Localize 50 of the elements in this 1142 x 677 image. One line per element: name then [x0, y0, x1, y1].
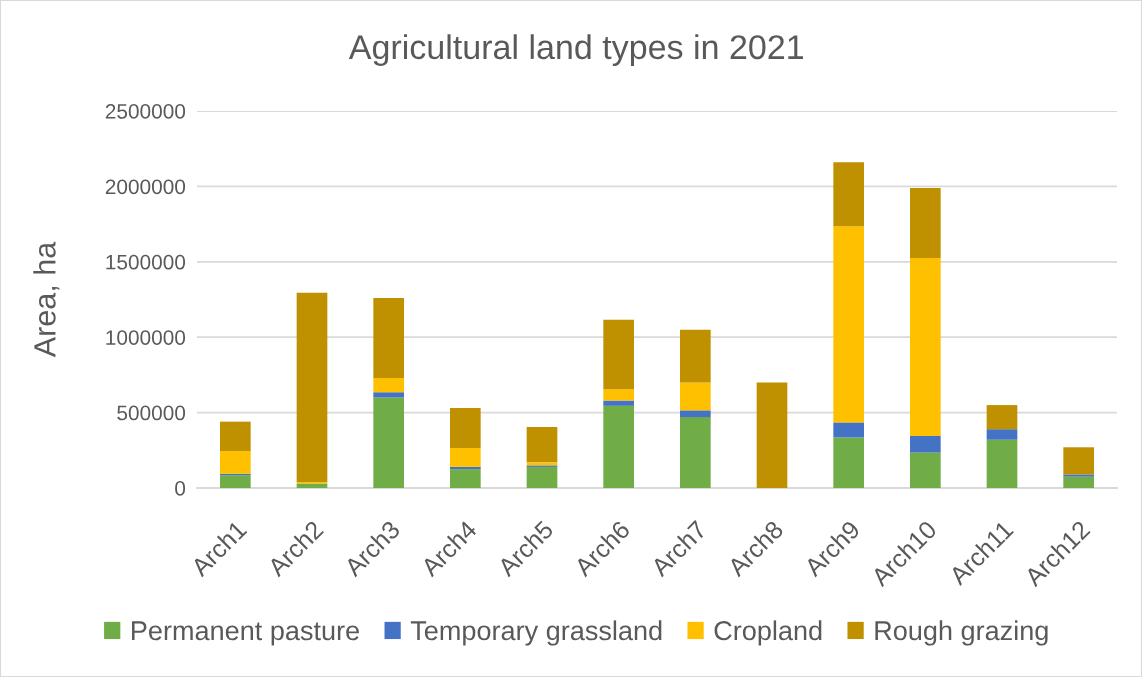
bar	[220, 475, 251, 488]
bar	[526, 466, 558, 488]
bar	[603, 405, 634, 488]
legend-label: Rough grazing	[875, 620, 1048, 646]
bar	[1063, 474, 1094, 477]
bar	[1063, 447, 1094, 475]
legend-label: Permanent pasture	[132, 621, 359, 646]
bar	[373, 297, 404, 378]
bar	[833, 422, 864, 438]
bar	[680, 382, 711, 411]
bar	[296, 483, 328, 488]
bar	[450, 408, 481, 449]
bar	[450, 469, 481, 488]
bar	[910, 435, 941, 453]
legend-label: Temporary grassland	[410, 620, 662, 646]
bar	[373, 397, 404, 488]
bar	[986, 405, 1018, 430]
y-tick-label: 500000	[117, 405, 186, 421]
y-tick-label: 2000000	[105, 179, 186, 195]
bar	[603, 400, 634, 406]
bar	[833, 226, 864, 423]
bar	[373, 392, 404, 398]
y-tick-label: 1000000	[106, 330, 186, 345]
y-axis-title: Area, ha	[33, 241, 60, 358]
bar	[833, 162, 864, 227]
bar	[680, 417, 711, 488]
bar	[910, 187, 941, 259]
y-tick-label: 1500000	[106, 254, 186, 270]
bar	[986, 429, 1018, 440]
bar	[296, 292, 328, 482]
bar	[756, 382, 788, 488]
bar	[450, 448, 481, 467]
bar	[986, 439, 1018, 488]
bar	[450, 466, 481, 470]
legend-label: Cropland	[714, 620, 822, 646]
bar	[220, 451, 251, 474]
bar	[910, 452, 941, 488]
bar	[220, 421, 251, 452]
y-tick-label: 0	[175, 481, 186, 496]
bar	[526, 426, 558, 463]
bar	[373, 377, 404, 393]
bar	[603, 389, 634, 401]
chart-title: Agricultural land types in 2021	[348, 34, 803, 66]
bar	[680, 410, 711, 418]
bar	[833, 437, 864, 488]
bar	[1063, 476, 1094, 488]
bar	[680, 329, 711, 383]
y-tick-label: 2500000	[105, 104, 186, 119]
bar	[603, 319, 634, 390]
bar	[910, 258, 941, 436]
